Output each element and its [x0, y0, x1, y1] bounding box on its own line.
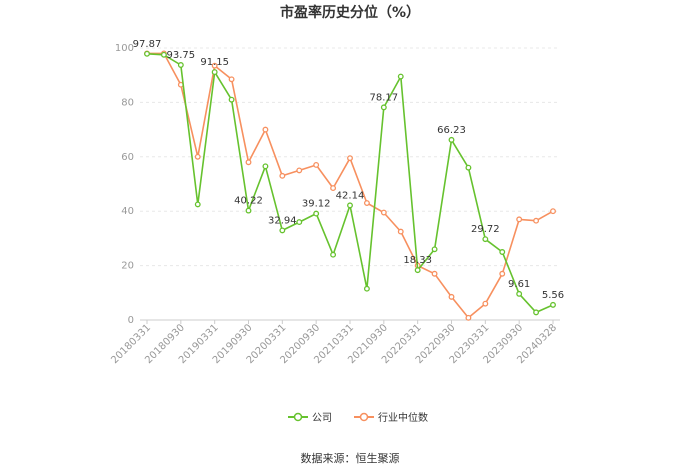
data-label: 5.56 [542, 290, 564, 301]
data-label: 18.33 [403, 255, 432, 266]
data-point [363, 200, 370, 206]
data-label: 29.72 [471, 224, 500, 235]
y-tick-label: 40 [121, 206, 134, 217]
source-note: 数据来源：恒生聚源 [301, 451, 400, 465]
y-tick-label: 0 [128, 315, 134, 326]
data-point [482, 236, 489, 243]
data-point [533, 309, 540, 316]
series-group [144, 50, 556, 321]
legend[interactable]: 公司 行业中位数 [288, 411, 428, 424]
data-point [262, 163, 269, 170]
data-point [177, 62, 184, 68]
data-point [330, 185, 337, 192]
legend-marker [293, 412, 303, 422]
data-point [397, 73, 404, 80]
y-tick-label: 20 [121, 261, 134, 272]
series-line-0 [146, 53, 554, 314]
data-point [550, 301, 556, 308]
data-label: 40.22 [234, 196, 263, 207]
data-point [397, 228, 404, 235]
data-point [160, 51, 167, 58]
legend-item-0[interactable]: 公司 [288, 412, 332, 424]
data-point [211, 69, 218, 76]
data-point [499, 270, 506, 277]
data-point [533, 217, 540, 224]
data-label: 97.87 [133, 39, 162, 50]
data-point [296, 219, 303, 226]
legend-label: 行业中位数 [378, 411, 428, 424]
data-point [516, 290, 523, 297]
legend-marker [359, 412, 369, 422]
legend-item-1[interactable]: 行业中位数 [354, 411, 428, 424]
data-label: 39.12 [302, 199, 331, 210]
data-point [279, 227, 286, 234]
y-axis: 0 20 40 60 80 100 [115, 43, 134, 326]
data-label: 9.61 [508, 279, 530, 290]
data-point [313, 210, 320, 217]
data-labels: 97.87 93.75 91.15 40.22 32.94 39.12 42.14 78.17… [133, 39, 564, 301]
data-point [194, 201, 201, 208]
x-axis: 2018033120180930201903312019093020200331… [109, 320, 559, 366]
y-tick-label: 60 [121, 152, 134, 163]
data-point [482, 300, 489, 307]
grid-lines [140, 47, 560, 321]
data-label: 66.23 [437, 125, 466, 136]
data-point [465, 164, 472, 171]
data-point [431, 270, 438, 277]
y-tick-label: 100 [115, 43, 134, 54]
data-point [448, 136, 455, 143]
legend-label: 公司 [312, 413, 332, 424]
data-point [499, 249, 506, 255]
data-point [313, 162, 320, 168]
data-point [211, 62, 218, 69]
data-point [194, 153, 201, 160]
data-point [228, 96, 235, 103]
data-label: 32.94 [268, 215, 297, 226]
data-point [245, 207, 252, 214]
chart-title: 市盈率历史分位（%） [280, 4, 420, 21]
data-point [465, 314, 472, 321]
y-tick-label: 80 [121, 97, 134, 108]
data-point [448, 293, 455, 300]
data-point [347, 202, 353, 209]
data-point [431, 246, 438, 253]
data-label: 93.75 [167, 50, 196, 61]
data-point [330, 251, 337, 258]
data-point [380, 209, 387, 216]
data-point [380, 104, 387, 111]
data-label: 91.15 [200, 57, 229, 68]
data-point [414, 267, 421, 274]
data-label: 78.17 [370, 92, 399, 103]
data-point [296, 167, 303, 174]
data-label: 42.14 [336, 190, 365, 201]
data-point [550, 208, 556, 215]
series-line-1 [147, 52, 554, 319]
data-point [279, 172, 286, 179]
data-point [228, 76, 235, 83]
data-point [245, 159, 252, 166]
data-point [347, 155, 353, 162]
data-point [144, 50, 150, 57]
data-point [363, 285, 370, 292]
data-point [516, 216, 523, 223]
data-point [262, 126, 269, 133]
